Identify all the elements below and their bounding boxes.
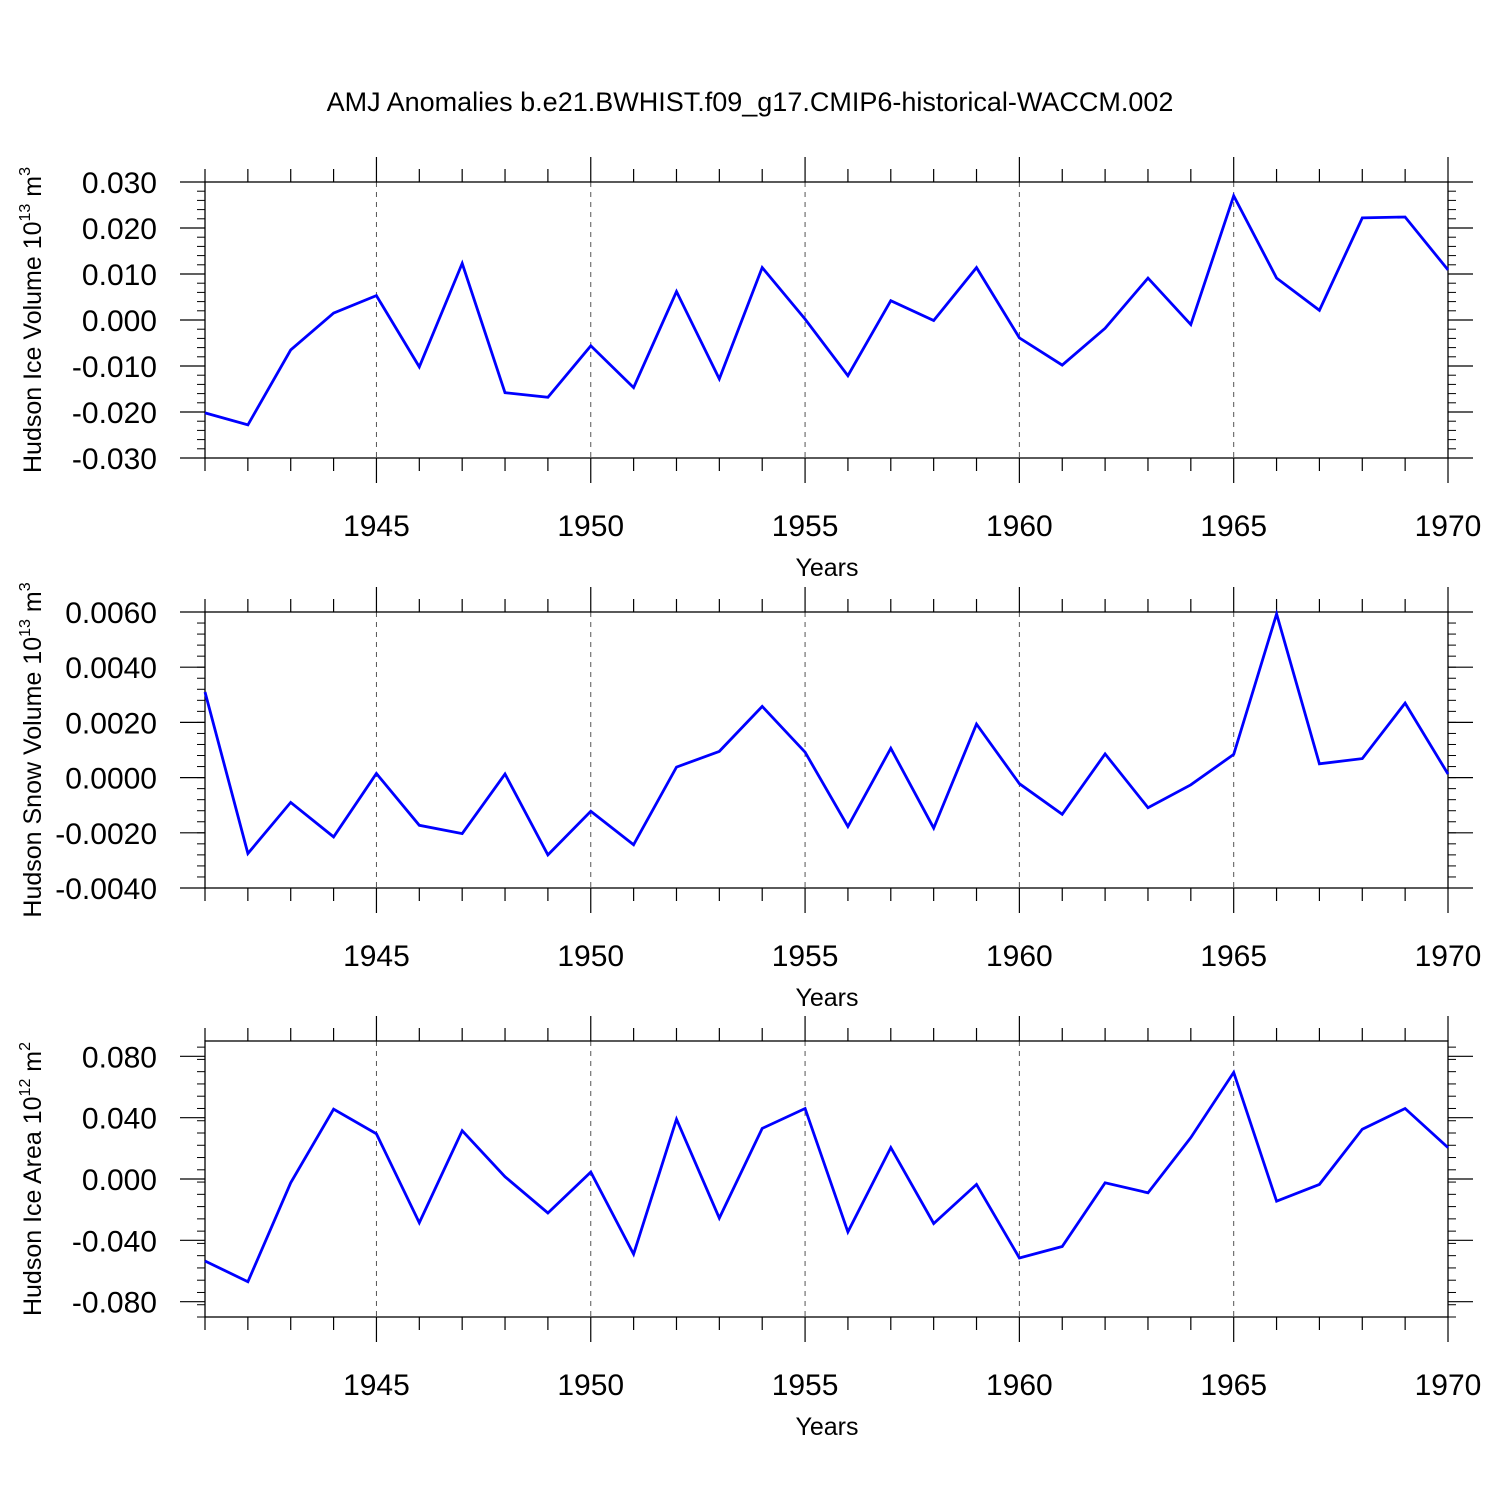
y-axis-label-part-2: m <box>19 176 47 204</box>
x-axis-label: Years <box>795 1413 858 1441</box>
series-line <box>204 192 1450 427</box>
x-tick-label: 1945 <box>343 510 410 543</box>
y-tick-label: -0.0020 <box>55 818 157 851</box>
x-tick-label: 1960 <box>986 940 1053 973</box>
x-tick-label: 1965 <box>1200 510 1267 543</box>
x-tick-label: 1955 <box>772 1369 839 1402</box>
x-tick-label: 1955 <box>772 940 839 973</box>
x-tick-label: 1950 <box>557 940 624 973</box>
y-tick-label: -0.080 <box>72 1287 157 1320</box>
x-tick-label: 1950 <box>557 510 624 543</box>
y-tick-label: 0.040 <box>82 1103 157 1136</box>
y-tick-label: 0.020 <box>82 213 157 246</box>
y-axis-label-part-3: 3 <box>17 582 34 591</box>
chart-title: AMJ Anomalies b.e21.BWHIST.f09_g17.CMIP6… <box>327 87 1174 117</box>
x-tick-label: 1970 <box>1415 1369 1482 1402</box>
y-tick-label: -0.010 <box>72 351 157 384</box>
y-axis-label: Hudson Ice Volume 1013 m3 <box>17 167 47 473</box>
y-tick-label: -0.030 <box>72 443 157 476</box>
y-tick-label: 0.0040 <box>65 652 157 685</box>
y-axis-label-part-3: 2 <box>17 1042 34 1051</box>
x-tick-label: 1950 <box>557 1369 624 1402</box>
y-tick-label: 0.0000 <box>65 763 157 796</box>
y-tick-label: 0.000 <box>82 1164 157 1197</box>
y-tick-label: 0.030 <box>82 167 157 200</box>
x-tick-label: 1965 <box>1200 940 1267 973</box>
y-tick-label: 0.0060 <box>65 597 157 630</box>
y-axis-label: Hudson Ice Area 1012 m2 <box>17 1042 47 1316</box>
y-axis-label-part-2: m <box>19 591 47 619</box>
y-axis-label-part-3: 3 <box>17 167 34 176</box>
x-tick-label: 1970 <box>1415 510 1482 543</box>
y-tick-label: -0.0040 <box>55 873 157 906</box>
x-tick-label: 1960 <box>986 1369 1053 1402</box>
y-tick-label: 0.000 <box>82 305 157 338</box>
x-tick-label: 1945 <box>343 940 410 973</box>
y-axis-label-part-1: 12 <box>17 1079 34 1097</box>
x-tick-label: 1945 <box>343 1369 410 1402</box>
y-axis-label-part-0: Hudson Ice Area 10 <box>19 1096 47 1316</box>
x-tick-label: 1955 <box>772 510 839 543</box>
panel-2: 0.0060 0.0040 0.0020 0.0000 -0.0020 -0.0040 19… <box>17 582 1481 1012</box>
y-tick-label: 0.080 <box>82 1041 157 1074</box>
series-line <box>203 608 1450 858</box>
y-axis-label-part-1: 13 <box>17 204 34 222</box>
x-axis-label: Years <box>795 554 858 582</box>
plot-frame <box>204 611 1449 889</box>
y-axis-label-part-0: Hudson Snow Volume 10 <box>19 637 47 918</box>
panel-3: 0.080 0.040 0.000 -0.040 -0.080 1945 1950 1955 1… <box>17 1016 1481 1441</box>
y-axis-label: Hudson Snow Volume 1013 m3 <box>17 582 47 917</box>
x-tick-label: 1965 <box>1200 1369 1267 1402</box>
y-tick-label: -0.040 <box>72 1225 157 1258</box>
series-line <box>204 1069 1449 1284</box>
x-tick-label: 1960 <box>986 510 1053 543</box>
x-axis-label: Years <box>795 984 858 1012</box>
plot-frame <box>204 1040 1449 1318</box>
y-axis-label-part-1: 13 <box>17 619 34 637</box>
y-axis-label-part-0: Hudson Ice Volume 10 <box>19 221 47 473</box>
y-tick-label: -0.020 <box>72 397 157 430</box>
panel-1: 0.030 0.020 0.010 0.000 -0.010 -0.020 -0.030 19… <box>17 157 1481 582</box>
y-tick-label: 0.010 <box>82 259 157 292</box>
y-axis-label-part-2: m <box>19 1051 47 1079</box>
x-tick-label: 1970 <box>1415 940 1482 973</box>
y-tick-label: 0.0020 <box>65 707 157 740</box>
